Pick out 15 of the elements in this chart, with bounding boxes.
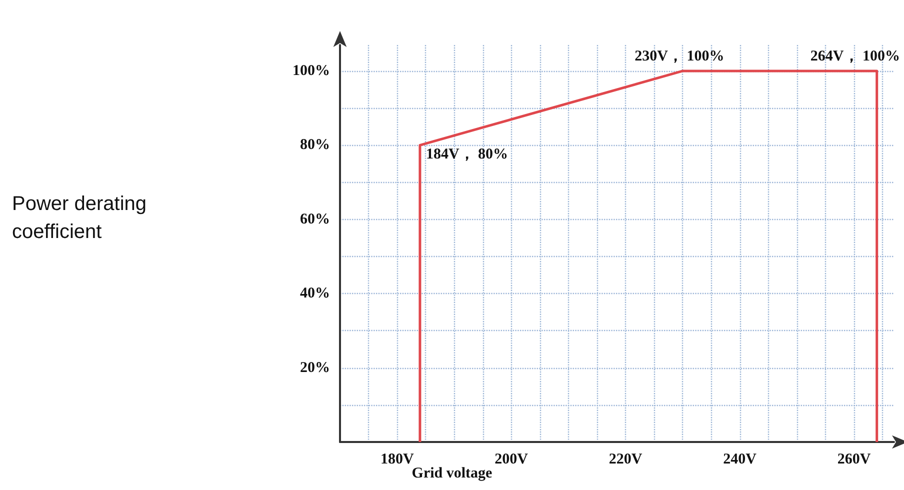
annotation: 230V， 100%	[634, 48, 724, 64]
text: Power derating coefficient	[12, 193, 152, 243]
y-tick-label: 100%	[292, 62, 330, 79]
x-tick-label: 260V	[837, 452, 871, 468]
y-tick-label: 20%	[300, 360, 330, 376]
annotation: 264V， 100%	[810, 48, 900, 64]
y-tick-label: 60%	[300, 211, 330, 228]
x-tick-label: 200V	[494, 452, 528, 468]
x-axis-title: Grid voltage	[412, 466, 493, 482]
y-tick-label: 40%	[300, 286, 330, 302]
y-tick-label: 80%	[300, 137, 330, 154]
x-tick-label: 240V	[723, 452, 757, 468]
x-tick-label: 180V	[380, 452, 414, 468]
annotation: 184V， 80%	[426, 146, 508, 163]
x-tick-label: 220V	[608, 452, 642, 468]
